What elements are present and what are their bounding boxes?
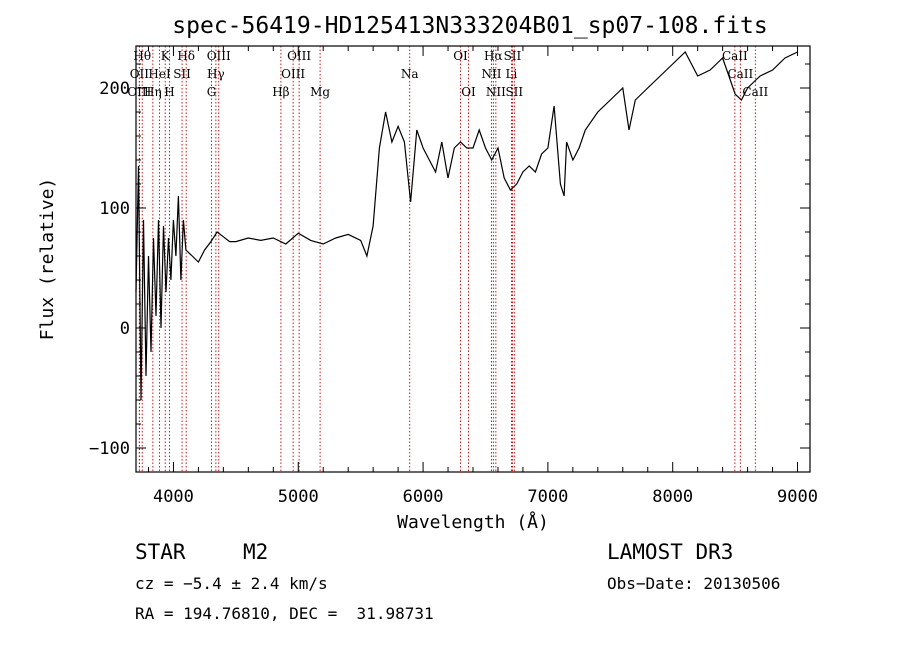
emission-line-label: OIII	[207, 49, 231, 63]
emission-line-label: CaII	[727, 67, 753, 81]
x-tick-label: 6000	[403, 487, 444, 507]
emission-line-label: Hη	[144, 85, 162, 99]
redshift-velocity: cz = −5.4 ± 2.4 km/s	[135, 574, 328, 593]
emission-line-label: SII	[505, 85, 523, 99]
emission-line-label: G	[207, 85, 217, 99]
emission-line-label: OIII	[281, 67, 305, 81]
emission-line-label: OIII	[287, 49, 311, 63]
object-class: STAR	[135, 540, 186, 564]
emission-line-label: H	[164, 85, 174, 99]
x-tick-label: 8000	[652, 487, 693, 507]
axis-ticks: 4000 5000 6000 7000 8000 9000 −100 0 100 200	[89, 46, 818, 507]
emission-line-label: OI	[453, 49, 468, 63]
emission-line-label: Na	[401, 67, 419, 81]
sky-coordinates: RA = 194.76810, DEC = 31.98731	[135, 604, 434, 623]
plot-frame	[135, 45, 811, 473]
x-tick-label: 4000	[153, 487, 194, 507]
emission-line-label: SII	[504, 49, 522, 63]
object-subclass: M2	[243, 540, 269, 564]
x-axis-label: Wavelength (Å)	[397, 511, 549, 533]
spectrum-line	[135, 51, 798, 401]
emission-line-markers	[138, 46, 756, 472]
emission-line-label: Li	[506, 67, 518, 81]
emission-line-label: OII	[130, 67, 150, 81]
x-tick-label: 9000	[777, 487, 818, 507]
x-tick-label: 7000	[527, 487, 568, 507]
y-tick-label: 200	[99, 79, 130, 99]
emission-line-label: CaII	[742, 85, 768, 99]
emission-line-label: NII	[481, 67, 501, 81]
chart-title: spec-56419-HD125413N333204B01_sp07-108.f…	[172, 13, 767, 39]
y-tick-label: 0	[120, 319, 130, 339]
emission-line-label: Hβ	[272, 85, 289, 99]
emission-line-label: Hγ	[207, 67, 225, 81]
observation-date: Obs−Date: 20130506	[607, 574, 781, 593]
emission-line-label: Hα	[484, 49, 503, 63]
emission-line-label: Hθ	[133, 49, 151, 63]
emission-line-label: NII	[486, 85, 506, 99]
y-axis-label: Flux (relative)	[37, 178, 58, 341]
emission-line-label: HeI	[148, 67, 171, 81]
y-tick-label: −100	[89, 439, 130, 459]
emission-line-label: Hδ	[177, 49, 195, 63]
y-tick-label: 100	[99, 199, 130, 219]
emission-line-label: Mg	[310, 85, 330, 99]
emission-line-label: K	[161, 49, 171, 63]
emission-line-label: CaII	[722, 49, 748, 63]
emission-line-label: SII	[173, 67, 191, 81]
x-tick-label: 5000	[278, 487, 319, 507]
survey-name: LAMOST DR3	[607, 540, 734, 564]
emission-line-label: OI	[461, 85, 476, 99]
